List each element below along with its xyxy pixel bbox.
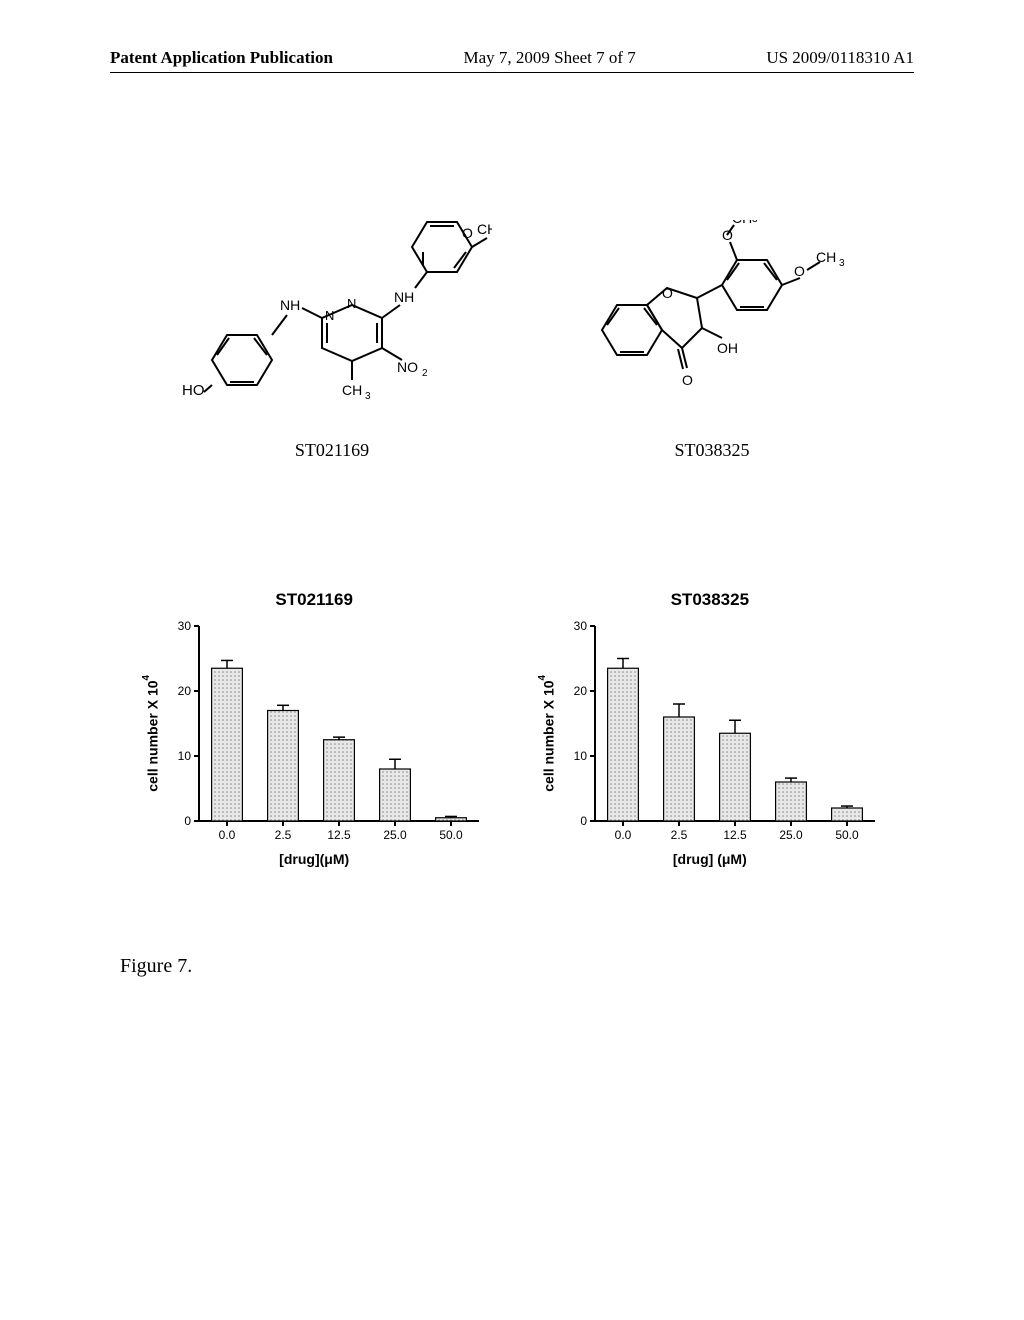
svg-text:10: 10 — [573, 749, 587, 763]
svg-text:25.0: 25.0 — [383, 828, 407, 842]
svg-text:2.5: 2.5 — [275, 828, 292, 842]
svg-text:3: 3 — [839, 258, 845, 269]
svg-text:N: N — [347, 296, 356, 311]
chart-right-xlabel: [drug] (μM) — [673, 851, 747, 867]
ylabel-prefix: cell number X 10 — [145, 681, 161, 792]
svg-text:NH: NH — [394, 289, 414, 305]
ylabel-sup-2: 4 — [537, 675, 548, 680]
svg-text:NO: NO — [397, 359, 418, 375]
svg-text:0.0: 0.0 — [614, 828, 631, 842]
svg-text:50.0: 50.0 — [439, 828, 463, 842]
chart-right-block: ST038325 cell number X 104 0 10 20 30 0.0 2.5… — [537, 590, 883, 867]
svg-text:2: 2 — [422, 368, 428, 379]
structure-right-label: ST038325 — [674, 440, 749, 461]
structure-left-label: ST021169 — [295, 440, 369, 461]
chart-right-svg: 0 10 20 30 0.0 2.5 12.5 25.0 50.0 — [561, 618, 883, 849]
chemical-structures-row: HO NH N N CH 3 NO 2 — [0, 220, 1024, 461]
svg-text:O: O — [462, 225, 473, 241]
svg-text:N: N — [325, 308, 334, 323]
svg-text:0: 0 — [580, 814, 587, 828]
svg-text:50.0: 50.0 — [835, 828, 859, 842]
svg-text:3: 3 — [365, 391, 371, 402]
figure-caption: Figure 7. — [120, 955, 192, 978]
svg-text:CH: CH — [477, 221, 492, 237]
structure-st021169-icon: HO NH N N CH 3 NO 2 — [172, 220, 492, 430]
structure-st038325-icon: O O OH O CH 3 — [572, 220, 852, 430]
svg-text:O: O — [662, 285, 673, 301]
svg-text:25.0: 25.0 — [779, 828, 803, 842]
svg-text:CH: CH — [342, 382, 362, 398]
header-right: US 2009/0118310 A1 — [766, 48, 914, 68]
svg-text:10: 10 — [178, 749, 192, 763]
chart-left-svg: 0 10 20 30 0.0 2.5 12.5 25.0 50.0 — [165, 618, 487, 849]
chart-left-xlabel: [drug](μM) — [279, 851, 349, 867]
header-left: Patent Application Publication — [110, 48, 333, 68]
chart-left-block: ST021169 cell number X 104 0 10 20 30 0.0 2.5… — [141, 590, 487, 867]
chart-right-wrap: cell number X 104 0 10 20 30 0.0 2.5 12.5 25.0 5… — [537, 618, 883, 849]
svg-text:20: 20 — [178, 684, 192, 698]
svg-text:30: 30 — [573, 619, 587, 633]
svg-text:0.0: 0.0 — [219, 828, 236, 842]
svg-text:2.5: 2.5 — [670, 828, 687, 842]
header-center: May 7, 2009 Sheet 7 of 7 — [463, 48, 635, 68]
svg-text:12.5: 12.5 — [327, 828, 351, 842]
svg-text:0: 0 — [184, 814, 191, 828]
svg-text:O: O — [682, 372, 693, 388]
structure-left-block: HO NH N N CH 3 NO 2 — [172, 220, 492, 461]
svg-text:3: 3 — [752, 220, 758, 225]
svg-text:O: O — [794, 263, 805, 279]
chart-right-title: ST038325 — [671, 590, 749, 610]
svg-text:CH: CH — [732, 220, 752, 226]
page-header: Patent Application Publication May 7, 20… — [0, 48, 1024, 68]
charts-row: ST021169 cell number X 104 01020300.02.5… — [0, 590, 1024, 867]
chart-left-wrap: cell number X 104 0 10 20 30 0.0 2.5 12.5 25.0 5… — [141, 618, 487, 849]
svg-text:12.5: 12.5 — [723, 828, 747, 842]
chart-left-ylabel: cell number X 104 — [141, 675, 161, 792]
chart-right-ylabel: cell number X 104 — [537, 675, 557, 792]
structure-right-block: O O OH O CH 3 — [572, 220, 852, 461]
svg-text:HO: HO — [182, 382, 205, 399]
chart-left-title: ST021169 — [275, 590, 353, 610]
ylabel-prefix-2: cell number X 10 — [541, 681, 557, 792]
svg-text:NH: NH — [280, 297, 300, 313]
ylabel-sup: 4 — [141, 675, 152, 680]
svg-text:OH: OH — [717, 340, 738, 356]
svg-text:30: 30 — [178, 619, 192, 633]
svg-text:CH: CH — [816, 249, 836, 265]
header-divider — [110, 72, 914, 73]
svg-text:20: 20 — [573, 684, 587, 698]
